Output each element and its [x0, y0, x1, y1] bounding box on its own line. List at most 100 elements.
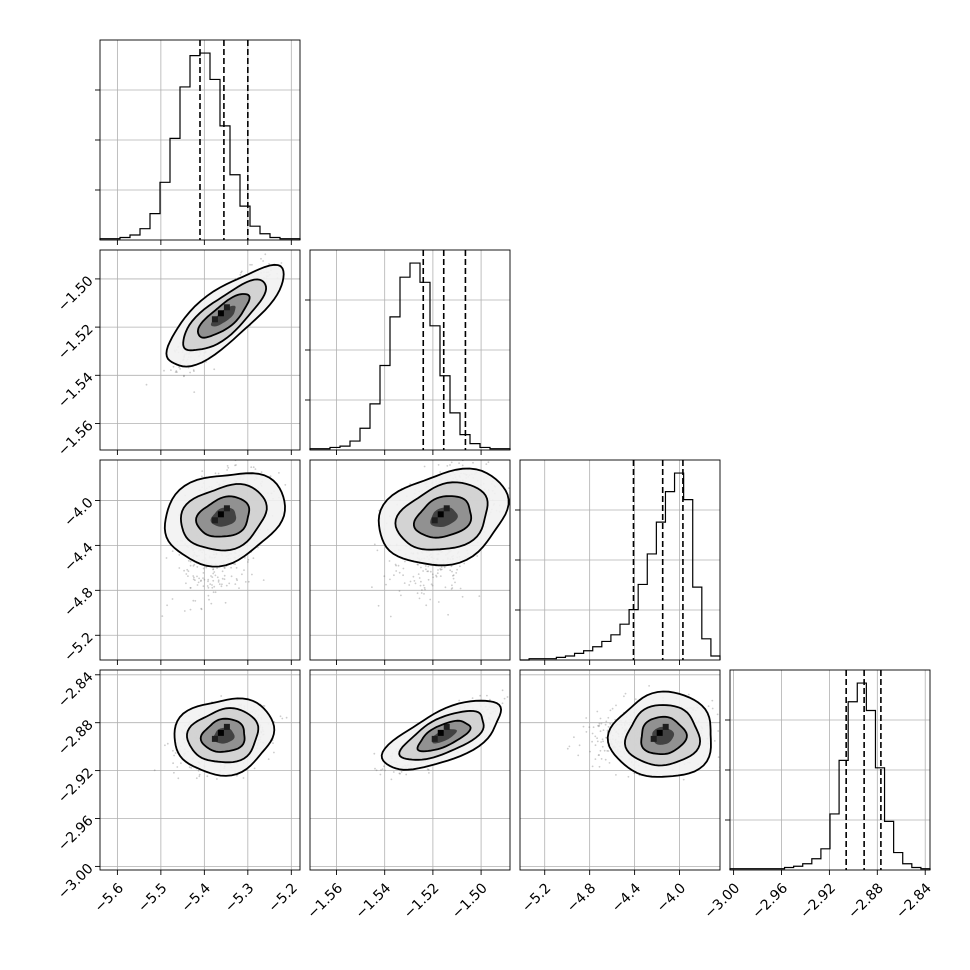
scatter-point	[212, 591, 215, 594]
scatter-point	[437, 464, 440, 466]
scatter-point	[450, 588, 453, 590]
scatter-point	[192, 575, 195, 577]
scatter-point	[429, 570, 432, 573]
contour-line-3	[196, 293, 251, 339]
scatter-point	[461, 464, 464, 467]
scatter-point	[193, 563, 196, 566]
scatter-point	[187, 559, 190, 562]
scatter-point	[192, 565, 195, 567]
scatter-point	[508, 487, 510, 489]
scatter-point	[172, 749, 174, 752]
scatter-point	[223, 566, 226, 569]
scatter-point	[202, 577, 204, 579]
scatter-point	[278, 472, 280, 474]
scatter-point	[234, 464, 236, 467]
scatter-point	[377, 604, 380, 607]
scatter-point	[221, 583, 223, 586]
scatter-point	[444, 586, 447, 589]
panel-content	[100, 670, 300, 870]
scatter-point	[449, 569, 452, 572]
scatter-point	[228, 582, 231, 585]
scatter-panel-4-1	[95, 669, 301, 875]
scatter-point	[192, 369, 195, 371]
scatter-point	[376, 549, 379, 552]
scatter-point	[183, 375, 185, 378]
scatter-point	[379, 773, 382, 776]
scatter-point	[451, 570, 453, 573]
scatter-panel-3-2	[309, 456, 511, 665]
scatter-point	[253, 767, 256, 770]
panel-content	[100, 246, 300, 450]
scatter-point	[221, 570, 224, 573]
scatter-point	[247, 561, 249, 563]
scatter-point	[216, 778, 218, 780]
scatter-point	[176, 766, 179, 768]
scatter-point	[247, 580, 250, 583]
scatter-point	[200, 607, 203, 610]
scatter-point	[260, 257, 262, 260]
contour-line-2	[179, 483, 268, 552]
scatter-point	[174, 371, 177, 373]
scatter-point	[211, 584, 213, 586]
scatter-point	[185, 582, 187, 585]
scatter-point	[417, 563, 419, 566]
scatter-point	[213, 368, 216, 371]
scatter-point	[196, 584, 199, 586]
scatter-point	[402, 574, 404, 577]
scatter-point	[427, 570, 430, 573]
scatter-point	[188, 766, 191, 769]
scatter-panel-2-1	[95, 246, 301, 455]
scatter-point	[417, 573, 420, 575]
scatter-point	[373, 543, 376, 546]
scatter-point	[226, 465, 229, 467]
scatter-point	[450, 461, 453, 464]
scatter-point	[252, 557, 255, 560]
scatter-point	[174, 752, 177, 754]
panel-frame	[99, 249, 301, 451]
scatter-point	[185, 573, 188, 575]
scatter-point	[471, 697, 474, 699]
scatter-point	[244, 581, 247, 583]
scatter-point	[214, 591, 217, 594]
scatter-point	[400, 771, 403, 773]
scatter-point	[194, 600, 197, 602]
histogram-panel-1	[95, 39, 301, 245]
scatter-point	[241, 573, 243, 576]
scatter-point	[395, 570, 398, 572]
scatter-point	[398, 571, 401, 574]
scatter-point	[192, 599, 195, 602]
scatter-point	[193, 391, 196, 393]
scatter-point	[210, 602, 213, 605]
density-peak	[211, 517, 218, 524]
scatter-point	[244, 457, 246, 459]
scatter-point	[452, 577, 455, 580]
density-peak	[211, 316, 218, 323]
scatter-point	[272, 742, 274, 744]
scatter-point	[190, 767, 193, 769]
scatter-point	[255, 246, 257, 248]
scatter-point	[260, 471, 263, 473]
scatter-panel-4-2	[309, 669, 511, 875]
density-peak	[223, 505, 230, 512]
scatter-point	[250, 466, 253, 469]
scatter-point	[220, 585, 223, 588]
scatter-point	[189, 560, 192, 563]
scatter-point	[200, 608, 203, 611]
scatter-point	[193, 576, 195, 579]
scatter-point	[242, 777, 245, 779]
scatter-point	[198, 577, 201, 580]
scatter-point	[207, 578, 210, 581]
scatter-point	[205, 566, 208, 569]
density-peak	[217, 310, 224, 317]
scatter-point	[189, 587, 192, 589]
scatter-point	[484, 456, 486, 458]
scatter-point	[450, 565, 453, 568]
histogram-panel-3	[515, 459, 721, 665]
scatter-point	[173, 754, 176, 757]
scatter-point	[254, 468, 257, 470]
scatter-point	[478, 595, 481, 597]
scatter-point	[178, 567, 181, 569]
scatter-point	[437, 601, 440, 603]
scatter-panel-3-1	[95, 457, 301, 665]
scatter-point	[257, 546, 259, 549]
